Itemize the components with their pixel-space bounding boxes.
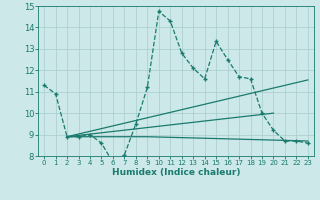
X-axis label: Humidex (Indice chaleur): Humidex (Indice chaleur) (112, 168, 240, 177)
